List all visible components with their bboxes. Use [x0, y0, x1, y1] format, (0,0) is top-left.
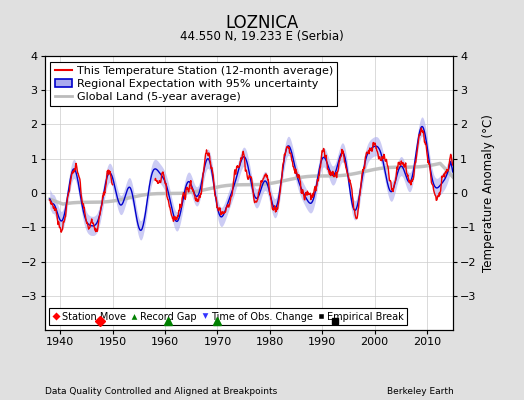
Legend: This Temperature Station (12-month average), Regional Expectation with 95% uncer: This Temperature Station (12-month avera… — [50, 62, 337, 106]
Text: Berkeley Earth: Berkeley Earth — [387, 387, 453, 396]
Text: 44.550 N, 19.233 E (Serbia): 44.550 N, 19.233 E (Serbia) — [180, 30, 344, 43]
Y-axis label: Temperature Anomaly (°C): Temperature Anomaly (°C) — [482, 114, 495, 272]
Text: LOZNICA: LOZNICA — [225, 14, 299, 32]
Text: Data Quality Controlled and Aligned at Breakpoints: Data Quality Controlled and Aligned at B… — [45, 387, 277, 396]
